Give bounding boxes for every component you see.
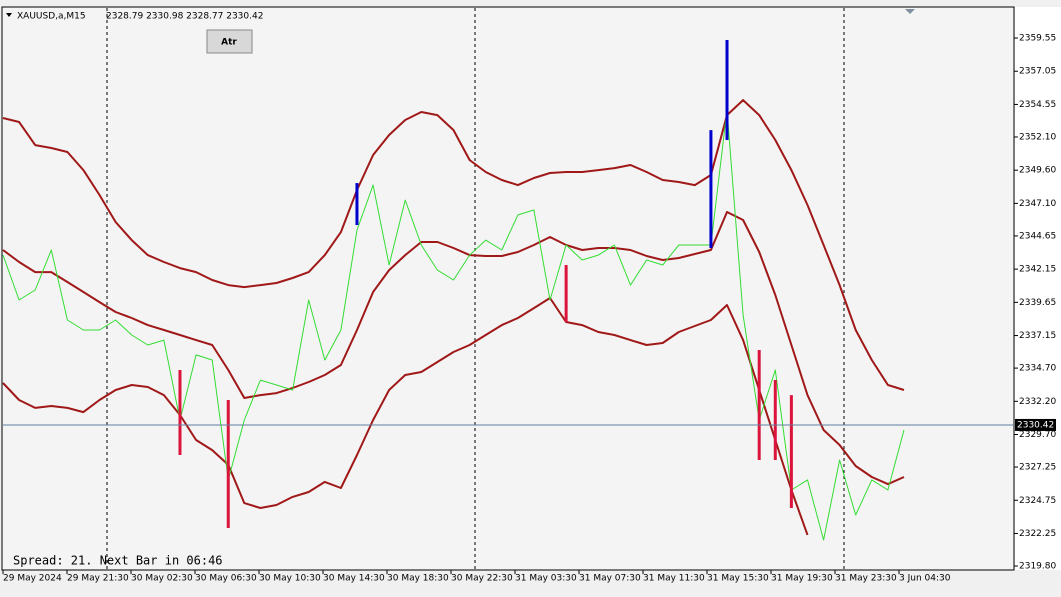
y-tick-label: 2332.20 bbox=[1019, 397, 1056, 407]
y-tick-label: 2347.10 bbox=[1019, 199, 1056, 209]
price-axis bbox=[1015, 7, 1061, 570]
x-tick-label: 30 May 22:30 bbox=[451, 574, 513, 584]
y-tick-label: 2334.70 bbox=[1019, 364, 1056, 374]
current-price-label: 2330.42 bbox=[1017, 420, 1054, 430]
y-tick-label: 2319.80 bbox=[1019, 562, 1056, 572]
x-tick-label: 30 May 02:30 bbox=[131, 574, 193, 584]
x-tick-label: 31 May 23:30 bbox=[835, 574, 897, 584]
x-tick-label: 29 May 2024 bbox=[3, 574, 62, 584]
series-line bbox=[2, 109, 905, 541]
ohlc: 2328.79 2330.98 2328.77 2330.42 bbox=[106, 12, 263, 22]
button-label[interactable]: Atr bbox=[221, 38, 237, 48]
x-tick-label: 3 Jun 04:30 bbox=[899, 574, 951, 584]
x-tick-label: 31 May 03:30 bbox=[515, 574, 577, 584]
y-tick-label: 2357.05 bbox=[1019, 67, 1056, 77]
y-tick-label: 2327.25 bbox=[1019, 463, 1056, 473]
series-line bbox=[2, 211, 905, 486]
menu-arrow[interactable] bbox=[6, 13, 12, 17]
scroll-arrow[interactable] bbox=[905, 9, 915, 14]
series-line bbox=[2, 99, 905, 391]
x-tick-label: 30 May 06:30 bbox=[195, 574, 257, 584]
y-tick-label: 2337.15 bbox=[1019, 331, 1056, 341]
y-tick-label: 2359.55 bbox=[1019, 34, 1056, 44]
x-tick-label: 31 May 15:30 bbox=[707, 574, 769, 584]
x-tick-label: 31 May 11:30 bbox=[643, 574, 705, 584]
atr-button[interactable] bbox=[206, 29, 253, 54]
y-tick-label: 2349.60 bbox=[1019, 166, 1056, 176]
y-tick-label: 2354.55 bbox=[1019, 100, 1056, 110]
plot-area bbox=[1, 6, 1015, 571]
x-tick-label: 30 May 14:30 bbox=[323, 574, 385, 584]
x-tick-label: 30 May 18:30 bbox=[387, 574, 449, 584]
y-tick-label: 2339.65 bbox=[1019, 298, 1056, 308]
y-tick-label: 2329.70 bbox=[1019, 430, 1056, 440]
y-tick-label: 2344.65 bbox=[1019, 231, 1056, 241]
y-tick-label: 2322.25 bbox=[1019, 529, 1056, 539]
x-tick-label: 30 May 10:30 bbox=[259, 574, 321, 584]
y-tick-label: 2352.10 bbox=[1019, 132, 1056, 142]
y-tick-label: 2324.75 bbox=[1019, 496, 1056, 506]
x-tick-label: 29 May 21:30 bbox=[67, 574, 129, 584]
symbol: XAUUSD,a,M15 bbox=[17, 12, 86, 22]
marks bbox=[2, 40, 1014, 560]
x-tick-label: 31 May 19:30 bbox=[771, 574, 833, 584]
x-tick-label: 31 May 07:30 bbox=[579, 574, 641, 584]
current-price-box bbox=[1015, 418, 1056, 431]
y-tick-label: 2342.15 bbox=[1019, 265, 1056, 275]
status: Spread: 21. Next Bar in 06:46 bbox=[13, 554, 223, 568]
